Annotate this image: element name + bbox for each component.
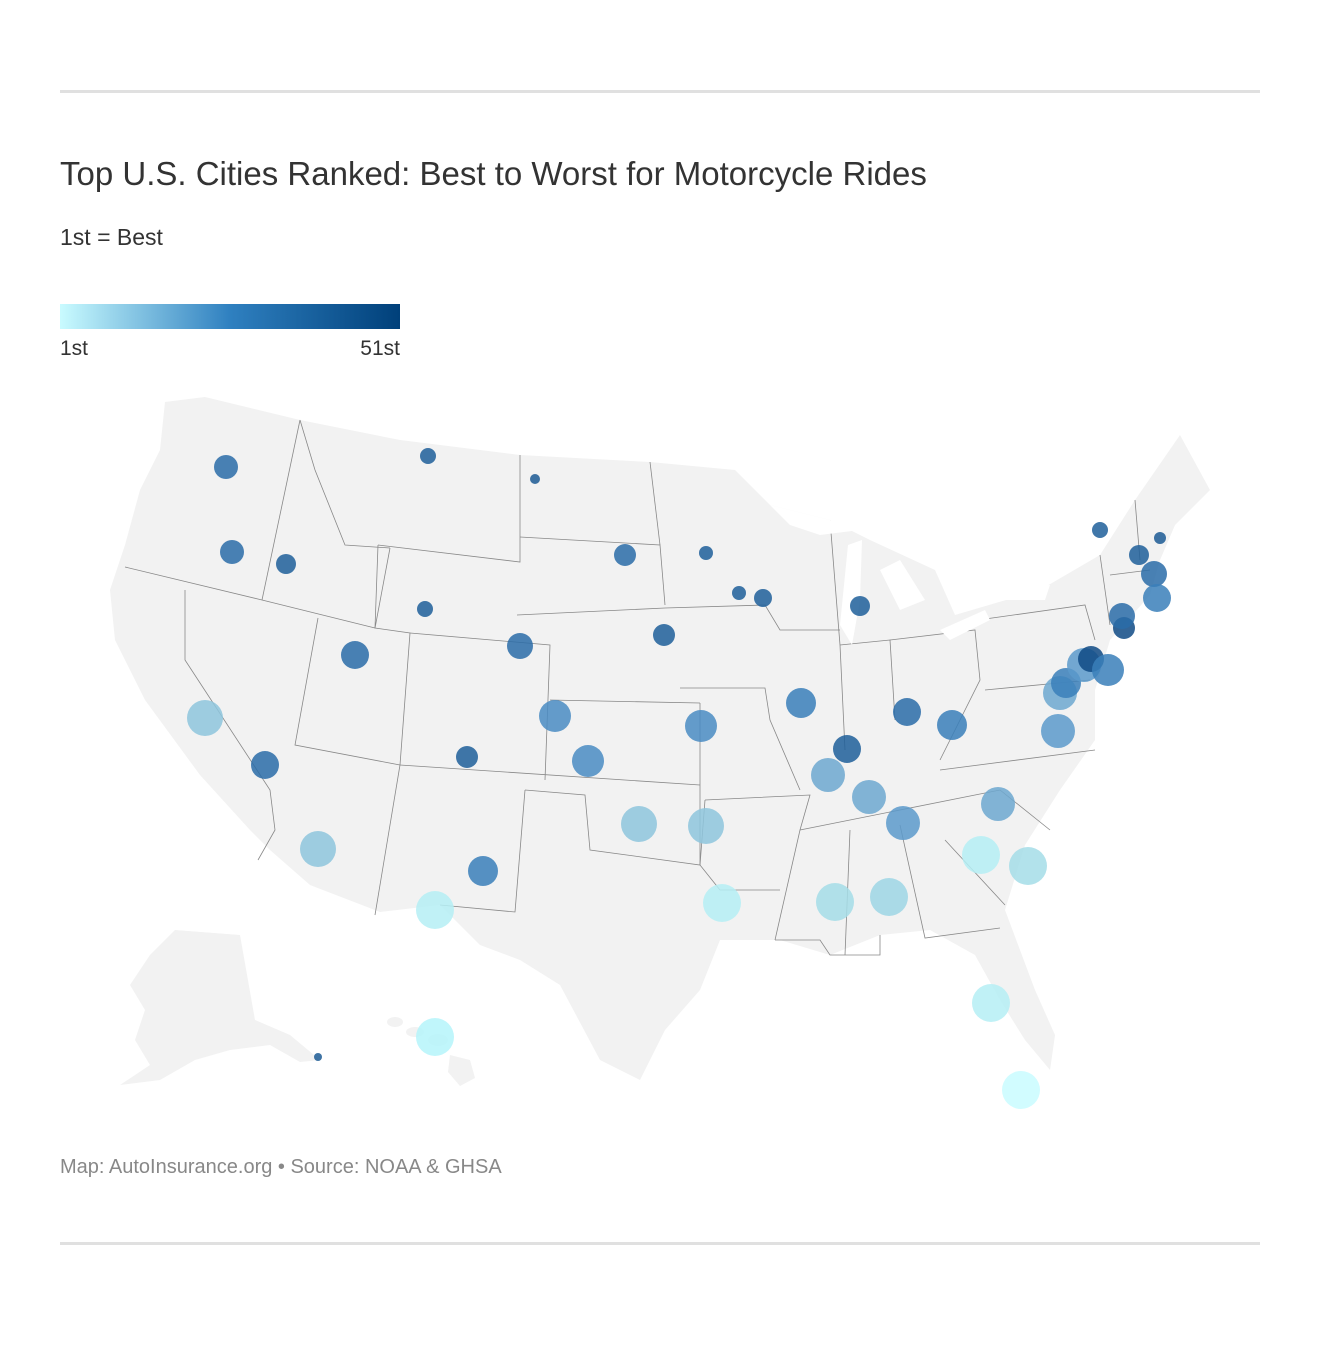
city-marker — [276, 554, 296, 574]
city-marker — [833, 735, 861, 763]
legend-gradient-bar — [60, 304, 400, 329]
city-marker — [972, 984, 1010, 1022]
chart-subtitle: 1st = Best — [60, 224, 163, 250]
city-marker — [1143, 584, 1171, 612]
city-marker — [1092, 522, 1108, 538]
city-marker — [507, 633, 533, 659]
chart-title: Top U.S. Cities Ranked: Best to Worst fo… — [60, 155, 927, 192]
city-marker — [572, 745, 604, 777]
city-marker — [468, 856, 498, 886]
city-marker — [754, 589, 772, 607]
us-map — [110, 397, 1210, 1109]
city-marker — [187, 700, 223, 736]
city-marker — [1129, 545, 1149, 565]
city-marker — [420, 448, 436, 464]
city-marker — [653, 624, 675, 646]
city-marker — [981, 787, 1015, 821]
city-marker — [703, 884, 741, 922]
city-marker — [1141, 561, 1167, 587]
city-marker — [1041, 714, 1075, 748]
city-marker — [886, 806, 920, 840]
city-marker — [214, 455, 238, 479]
city-marker — [341, 641, 369, 669]
city-marker — [1154, 532, 1166, 544]
top-divider — [60, 90, 1260, 93]
city-marker — [220, 540, 244, 564]
city-marker — [456, 746, 478, 768]
city-marker — [732, 586, 746, 600]
city-marker — [962, 836, 1000, 874]
city-marker — [1009, 847, 1047, 885]
city-marker — [816, 883, 854, 921]
city-marker — [786, 688, 816, 718]
city-marker — [621, 806, 657, 842]
city-marker — [850, 596, 870, 616]
city-marker — [300, 831, 336, 867]
city-marker — [937, 710, 967, 740]
color-legend: 1st 51st — [60, 304, 400, 363]
city-marker — [539, 700, 571, 732]
city-marker — [699, 546, 713, 560]
city-marker — [251, 751, 279, 779]
bottom-divider — [60, 1242, 1260, 1245]
city-marker — [314, 1053, 322, 1061]
source-credit: Map: AutoInsurance.org • Source: NOAA & … — [60, 1156, 502, 1178]
alaska-shape — [120, 930, 320, 1085]
city-marker — [870, 878, 908, 916]
city-marker — [811, 758, 845, 792]
contiguous-us-shape — [110, 397, 1210, 1080]
city-marker — [852, 780, 886, 814]
city-marker — [688, 808, 724, 844]
legend-min-label: 1st — [60, 337, 89, 360]
city-marker — [530, 474, 540, 484]
city-marker — [1002, 1071, 1040, 1109]
city-marker — [614, 544, 636, 566]
great-lakes — [770, 505, 1050, 645]
city-marker — [416, 891, 454, 929]
legend-max-label: 51st — [360, 337, 400, 360]
city-marker — [417, 601, 433, 617]
city-marker — [685, 710, 717, 742]
city-marker — [1109, 603, 1135, 629]
city-marker — [893, 698, 921, 726]
city-marker — [1092, 654, 1124, 686]
city-markers — [187, 448, 1171, 1109]
city-marker — [416, 1018, 454, 1056]
